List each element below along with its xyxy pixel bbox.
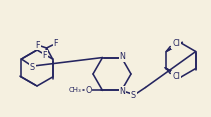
Text: N: N (120, 87, 125, 96)
Text: Cl: Cl (172, 39, 180, 48)
Text: N: N (120, 52, 125, 61)
Text: O: O (85, 86, 92, 95)
Text: F: F (42, 51, 47, 60)
Text: F: F (35, 40, 40, 49)
Text: S: S (131, 91, 136, 100)
Text: Cl: Cl (172, 72, 180, 81)
Text: CH₃: CH₃ (69, 87, 82, 93)
Text: F: F (53, 38, 58, 48)
Text: S: S (30, 62, 35, 71)
